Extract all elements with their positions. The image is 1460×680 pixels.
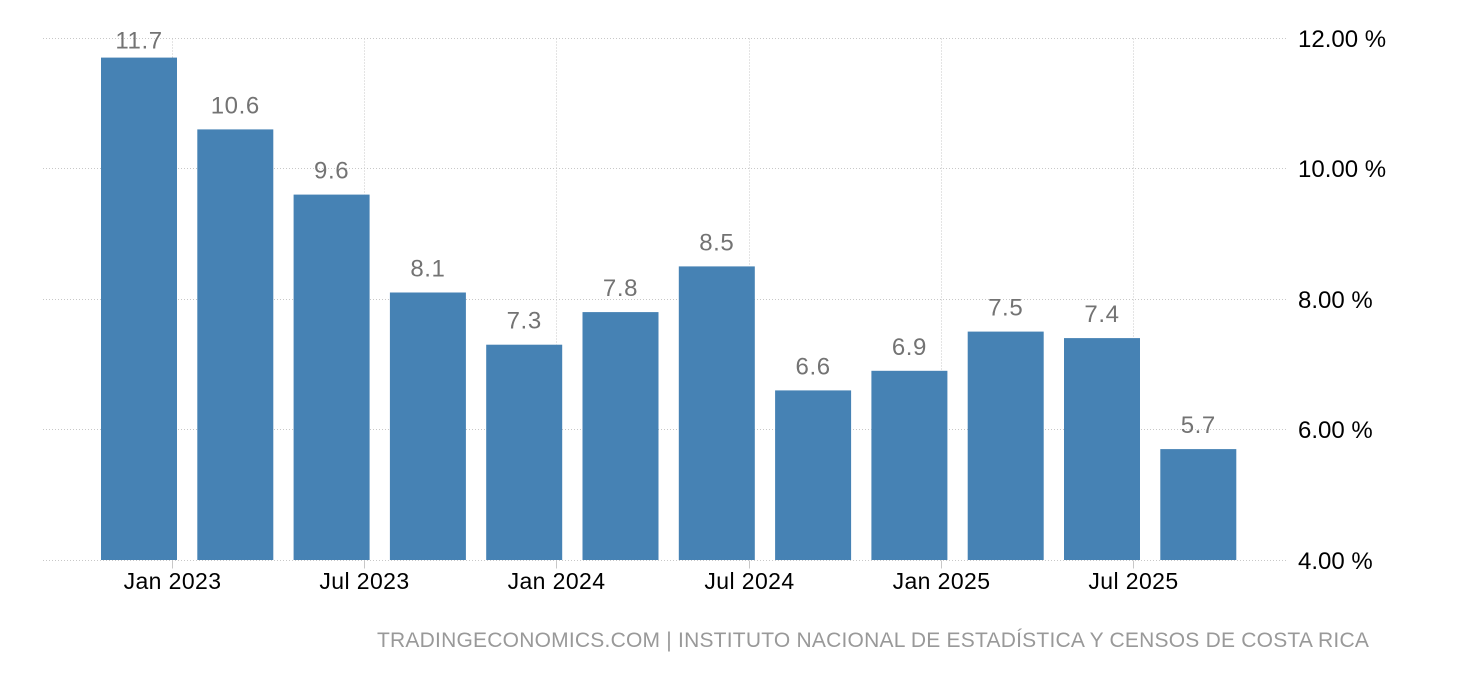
svg-text:5.7: 5.7 (1181, 412, 1216, 439)
svg-text:8.00 %: 8.00 % (1298, 287, 1373, 314)
svg-text:8.5: 8.5 (699, 229, 734, 256)
svg-text:Jul 2025: Jul 2025 (1088, 568, 1178, 594)
svg-text:9.6: 9.6 (314, 158, 349, 185)
svg-text:7.5: 7.5 (988, 295, 1023, 322)
svg-text:8.1: 8.1 (410, 256, 445, 283)
svg-text:6.6: 6.6 (796, 353, 831, 380)
svg-text:7.8: 7.8 (603, 275, 638, 302)
svg-text:4.00 %: 4.00 % (1298, 548, 1373, 575)
svg-text:Jul 2023: Jul 2023 (319, 568, 409, 594)
svg-text:6.00 %: 6.00 % (1298, 417, 1373, 444)
svg-text:12.00 %: 12.00 % (1298, 26, 1386, 53)
svg-text:Jul 2024: Jul 2024 (704, 568, 794, 594)
svg-text:Jan 2023: Jan 2023 (124, 568, 222, 594)
svg-text:11.7: 11.7 (115, 28, 162, 55)
svg-text:7.4: 7.4 (1084, 301, 1119, 328)
svg-text:7.3: 7.3 (507, 308, 542, 335)
svg-text:10.6: 10.6 (211, 92, 260, 119)
svg-text:TRADINGECONOMICS.COM | INSTITU: TRADINGECONOMICS.COM | INSTITUTO NACIONA… (377, 629, 1369, 652)
svg-text:Jan 2024: Jan 2024 (508, 568, 606, 594)
svg-text:6.9: 6.9 (892, 334, 927, 361)
svg-text:10.00 %: 10.00 % (1298, 156, 1386, 183)
svg-text:Jan 2025: Jan 2025 (893, 568, 991, 594)
